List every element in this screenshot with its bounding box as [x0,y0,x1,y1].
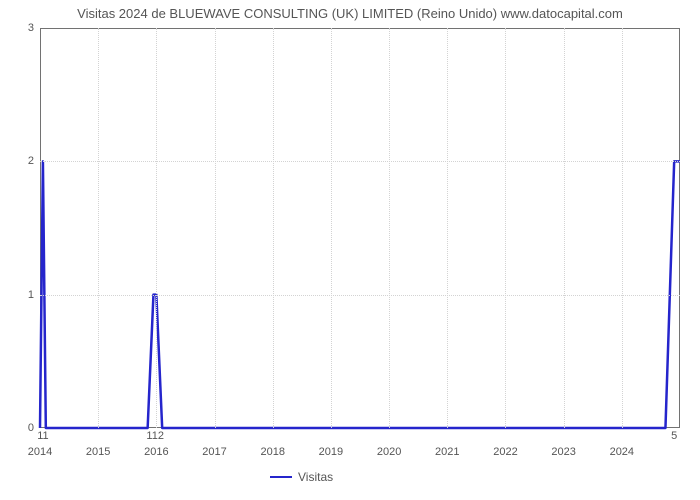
y-tick-label: 1 [28,289,40,301]
x-tick-label: 2020 [377,442,401,458]
chart-container: { "chart": { "type": "line", "title": "V… [0,0,700,500]
grid-v [622,28,623,428]
x-tick-label: 2021 [435,442,459,458]
chart-title: Visitas 2024 de BLUEWAVE CONSULTING (UK)… [0,6,700,21]
grid-v [215,28,216,428]
x-tick-label: 2022 [493,442,517,458]
x-tick-label: 2015 [86,442,110,458]
grid-v [447,28,448,428]
grid-v [389,28,390,428]
legend-swatch [270,476,292,478]
x-tick-label: 2016 [144,442,168,458]
x-tick-label: 2019 [319,442,343,458]
data-point-label: 5 [671,430,677,442]
grid-v [273,28,274,428]
x-tick-label: 2023 [551,442,575,458]
grid-v [98,28,99,428]
data-point-label: 11 [37,430,48,442]
legend: Visitas [270,470,333,484]
grid-v [331,28,332,428]
data-point-label: 112 [146,430,164,442]
legend-label: Visitas [298,470,333,484]
grid-h [40,161,680,162]
x-tick-label: 2024 [610,442,634,458]
grid-h [40,295,680,296]
x-tick-label: 2018 [260,442,284,458]
grid-v [505,28,506,428]
y-tick-label: 2 [28,155,40,167]
x-tick-label: 2017 [202,442,226,458]
line-series [40,28,680,428]
y-tick-label: 3 [28,22,40,34]
grid-v [156,28,157,428]
grid-v [564,28,565,428]
x-tick-label: 2014 [28,442,52,458]
plot-area: 2014201520162017201820192020202120222023… [40,28,680,428]
